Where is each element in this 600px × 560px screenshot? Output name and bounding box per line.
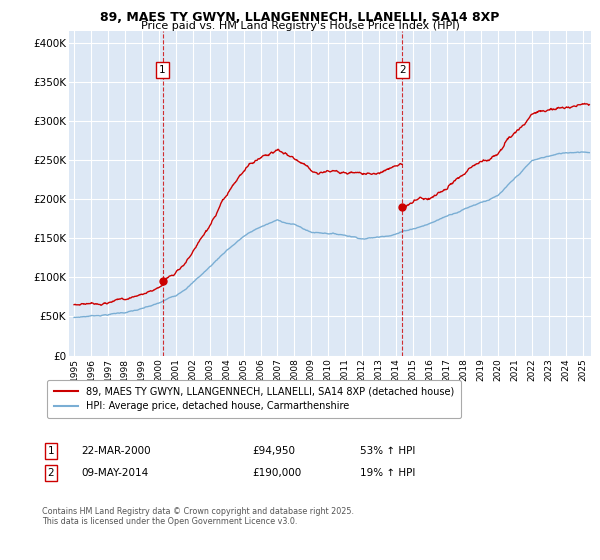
Text: £190,000: £190,000 (252, 468, 301, 478)
Text: 19% ↑ HPI: 19% ↑ HPI (360, 468, 415, 478)
Text: Price paid vs. HM Land Registry's House Price Index (HPI): Price paid vs. HM Land Registry's House … (140, 21, 460, 31)
Text: 09-MAY-2014: 09-MAY-2014 (81, 468, 148, 478)
Legend: 89, MAES TY GWYN, LLANGENNECH, LLANELLI, SA14 8XP (detached house), HPI: Average: 89, MAES TY GWYN, LLANGENNECH, LLANELLI,… (47, 380, 461, 418)
Text: 1: 1 (159, 65, 166, 75)
Text: 2: 2 (399, 65, 406, 75)
Text: £94,950: £94,950 (252, 446, 295, 456)
Text: 22-MAR-2000: 22-MAR-2000 (81, 446, 151, 456)
Text: 2: 2 (47, 468, 55, 478)
Text: 89, MAES TY GWYN, LLANGENNECH, LLANELLI, SA14 8XP: 89, MAES TY GWYN, LLANGENNECH, LLANELLI,… (100, 11, 500, 24)
Text: 53% ↑ HPI: 53% ↑ HPI (360, 446, 415, 456)
Text: Contains HM Land Registry data © Crown copyright and database right 2025.
This d: Contains HM Land Registry data © Crown c… (42, 507, 354, 526)
Text: 1: 1 (47, 446, 55, 456)
